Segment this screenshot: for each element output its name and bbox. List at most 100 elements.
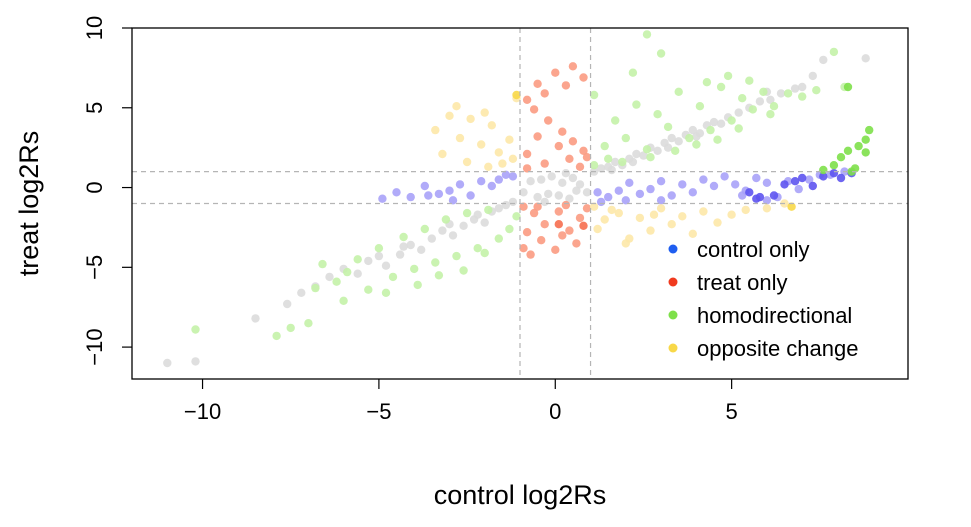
plot-frame bbox=[131, 27, 909, 380]
data-point bbox=[607, 165, 616, 175]
data-point bbox=[364, 285, 373, 294]
data-point bbox=[410, 264, 419, 274]
data-point bbox=[459, 221, 468, 230]
data-point bbox=[441, 215, 451, 224]
data-point bbox=[656, 49, 666, 58]
data-point bbox=[688, 188, 697, 197]
data-point bbox=[667, 220, 676, 229]
data-point bbox=[759, 87, 768, 97]
series-1 bbox=[378, 167, 849, 207]
data-point bbox=[752, 173, 761, 183]
data-point bbox=[671, 146, 680, 155]
data-point bbox=[706, 125, 715, 135]
x-axis-title: control log2Rs bbox=[434, 480, 607, 510]
data-point bbox=[544, 116, 553, 125]
data-point bbox=[766, 110, 775, 119]
data-point bbox=[604, 192, 613, 202]
data-point bbox=[861, 148, 870, 157]
data-point bbox=[554, 220, 563, 229]
data-point bbox=[699, 175, 708, 184]
legend-item: control only bbox=[668, 237, 810, 262]
data-point bbox=[762, 196, 772, 205]
data-point bbox=[861, 54, 870, 63]
legend-label: treat only bbox=[697, 270, 788, 295]
data-point bbox=[452, 102, 461, 111]
data-point bbox=[522, 149, 532, 159]
data-point bbox=[808, 71, 817, 81]
data-point bbox=[618, 157, 627, 167]
data-point bbox=[568, 62, 578, 71]
data-point bbox=[438, 226, 447, 235]
data-point bbox=[649, 210, 659, 219]
data-point bbox=[508, 154, 518, 163]
data-point bbox=[494, 175, 503, 184]
data-point bbox=[565, 194, 574, 203]
data-point bbox=[561, 169, 571, 178]
data-point bbox=[431, 125, 440, 135]
data-point bbox=[607, 205, 616, 215]
data-point bbox=[734, 108, 743, 117]
data-point bbox=[455, 133, 465, 143]
data-point bbox=[452, 251, 461, 261]
data-point bbox=[596, 197, 606, 207]
data-point bbox=[692, 140, 701, 149]
data-point bbox=[819, 165, 828, 175]
data-point bbox=[589, 161, 599, 170]
data-point bbox=[861, 135, 870, 144]
data-point bbox=[589, 90, 599, 100]
data-point bbox=[533, 79, 542, 89]
data-point bbox=[674, 87, 683, 97]
data-point bbox=[540, 159, 549, 168]
data-point bbox=[611, 157, 620, 167]
data-point bbox=[762, 204, 772, 213]
data-point bbox=[424, 191, 433, 200]
data-point bbox=[445, 111, 454, 121]
data-point bbox=[519, 188, 528, 197]
legend-marker bbox=[668, 310, 678, 320]
data-point bbox=[731, 180, 740, 189]
y-tick-label: 0 bbox=[82, 181, 107, 193]
data-point bbox=[251, 314, 260, 323]
data-point bbox=[745, 76, 754, 85]
data-point bbox=[431, 258, 440, 267]
data-point bbox=[843, 82, 853, 92]
data-point bbox=[378, 194, 387, 203]
data-point bbox=[512, 90, 521, 100]
data-point bbox=[191, 357, 200, 366]
series-4 bbox=[554, 220, 588, 230]
data-point bbox=[575, 162, 585, 171]
data-point bbox=[540, 197, 549, 207]
data-point bbox=[783, 89, 793, 98]
data-point bbox=[579, 146, 588, 155]
data-point bbox=[762, 178, 772, 187]
data-point bbox=[318, 259, 327, 269]
data-point bbox=[836, 173, 846, 183]
data-point bbox=[494, 148, 503, 157]
data-point bbox=[667, 133, 676, 143]
data-point bbox=[395, 250, 405, 259]
data-point bbox=[632, 149, 641, 159]
data-point bbox=[635, 189, 645, 199]
data-point bbox=[434, 189, 444, 199]
data-point bbox=[734, 124, 743, 133]
data-point bbox=[579, 221, 588, 230]
data-point bbox=[656, 177, 666, 186]
data-point bbox=[600, 215, 609, 224]
data-point bbox=[501, 170, 511, 179]
data-point bbox=[621, 133, 630, 143]
data-point bbox=[462, 208, 472, 218]
data-point bbox=[653, 146, 662, 155]
data-point bbox=[522, 228, 532, 237]
points-layer bbox=[163, 30, 874, 368]
data-point bbox=[522, 164, 532, 173]
legend-label: homodirectional bbox=[697, 303, 852, 328]
data-point bbox=[448, 231, 458, 240]
data-point bbox=[812, 86, 821, 95]
data-point bbox=[272, 331, 281, 341]
series-6 bbox=[819, 82, 874, 176]
data-point bbox=[512, 212, 521, 221]
data-point bbox=[558, 231, 567, 240]
x-tick-label: 0 bbox=[549, 399, 561, 424]
data-point bbox=[427, 234, 436, 243]
data-point bbox=[480, 218, 489, 227]
